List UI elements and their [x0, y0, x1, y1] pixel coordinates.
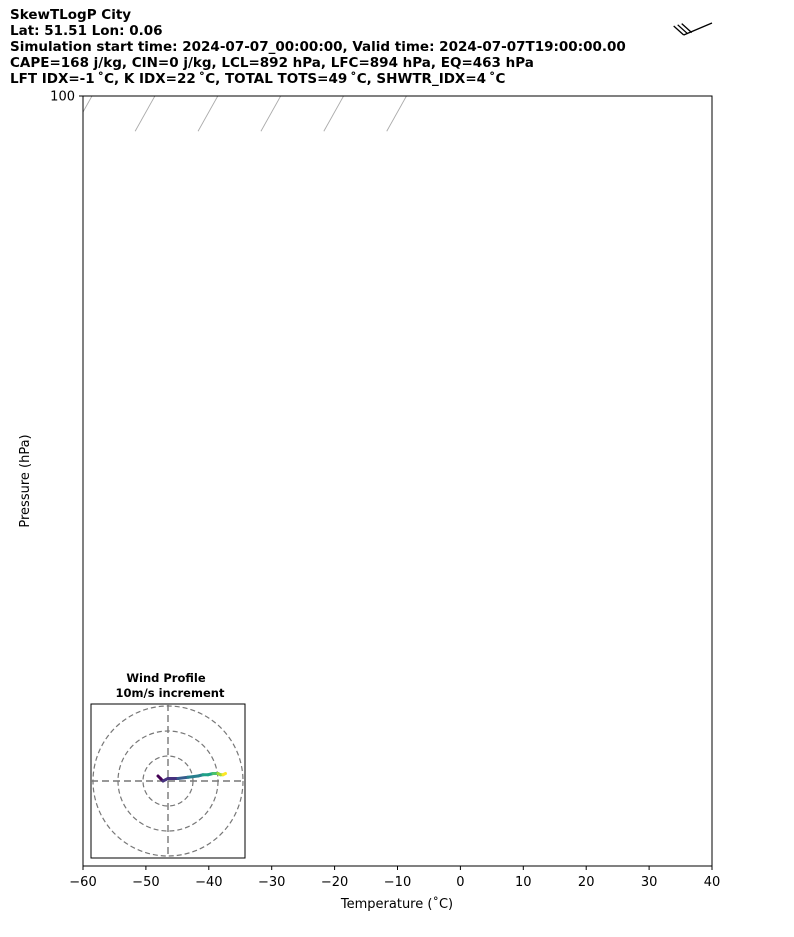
dry-adiabat: [0, 0, 366, 96]
parcel-line: [0, 0, 580, 96]
isotherm-line: [0, 0, 227, 131]
x-tick-label: −10: [384, 875, 411, 890]
dry-adiabat: [0, 0, 749, 96]
isotherm-line: [0, 0, 101, 131]
dry-adiabat: [0, 0, 794, 96]
dry-adiabat: [0, 0, 794, 96]
isotherm-line: [0, 0, 38, 131]
dry-adiabat: [0, 0, 685, 96]
dry-adiabat: [0, 0, 794, 96]
x-tick-label: 40: [704, 875, 721, 890]
x-tick-label: −50: [132, 875, 159, 890]
isotherm-line: [0, 0, 415, 131]
isotherm-line: [0, 0, 352, 131]
dry-adiabat: [0, 0, 794, 96]
dry-adiabat: [0, 0, 494, 96]
temperature-line: [0, 0, 580, 96]
moist-adiabat: [0, 0, 344, 96]
cape-shaded-area: [0, 0, 225, 93]
moist-adiabat: [0, 0, 658, 96]
x-tick-label: −30: [258, 875, 285, 890]
moist-adiabat: [0, 0, 470, 96]
dry-adiabat: [0, 0, 794, 96]
isotherm-line: [323, 96, 345, 132]
moist-adiabat: [0, 0, 595, 96]
moist-adiabat: [0, 0, 721, 96]
x-tick-label: 0: [456, 875, 464, 890]
axes: −60−50−40−30−20−100102030401000900800700…: [50, 90, 721, 891]
moist-adiabat: [0, 0, 407, 96]
moist-adiabat: [0, 0, 627, 96]
isotherm-line: [260, 96, 282, 132]
wind-barbs: [673, 22, 713, 36]
wind-barb-flag: [673, 25, 685, 36]
indices-line: LFT IDX=-1 ˚C, K IDX=22 ˚C, TOTAL TOTS=4…: [10, 71, 506, 87]
x-tick-label: 30: [641, 875, 658, 890]
x-tick-label: 10: [515, 875, 532, 890]
moist-adiabat: [0, 0, 690, 96]
dry-adiabat: [0, 0, 794, 96]
hodograph-segment: [221, 772, 227, 777]
dry-adiabat: [0, 0, 794, 96]
dry-adiabat: [0, 0, 794, 96]
moist-adiabat: [0, 0, 501, 96]
location-line: Lat: 51.51 Lon: 0.06: [10, 23, 163, 39]
hodograph-segment: [176, 775, 190, 780]
dry-adiabat: [0, 0, 794, 96]
wind-barb-staff: [683, 22, 713, 36]
wind-barb: [673, 22, 713, 36]
time-line: Simulation start time: 2024-07-07_00:00:…: [10, 39, 626, 55]
dry-adiabat: [0, 0, 794, 96]
wind-barb-flag: [677, 24, 689, 35]
dry-adiabat: [0, 0, 794, 96]
moist-adiabat: [0, 0, 532, 96]
chart-header: SkewTLogP City Lat: 51.51 Lon: 0.06 Simu…: [10, 7, 626, 87]
x-tick-label: −20: [321, 875, 348, 890]
dry-adiabat: [0, 0, 794, 96]
dry-adiabat: [0, 0, 794, 96]
isotherm-line: [83, 96, 93, 113]
isotherm-line: [9, 0, 478, 131]
hodograph-segment: [186, 774, 200, 779]
dry-adiabat: [0, 0, 794, 96]
dry-adiabat: [0, 0, 621, 96]
x-tick-label: 20: [578, 875, 595, 890]
isotherm-line: [386, 96, 407, 132]
isotherm-line: [134, 96, 156, 132]
dry-adiabat: [0, 0, 794, 96]
cape-line: CAPE=168 j/kg, CIN=0 j/kg, LCL=892 hPa, …: [10, 55, 534, 71]
x-tick-label: −40: [195, 875, 222, 890]
moist-adiabat: [0, 0, 281, 96]
moist-adiabat: [0, 0, 564, 96]
dewpoint-line: [0, 0, 533, 96]
inset-title: Wind Profile: [126, 671, 206, 685]
wind-profile-inset: Wind Profile 10m/s increment: [90, 671, 246, 859]
isotherm-line: [197, 96, 219, 132]
background-lines: [0, 0, 794, 132]
dry-adiabat: [0, 0, 302, 96]
dry-adiabat: [0, 0, 794, 96]
wind-barb-flag: [681, 23, 693, 34]
shaded-areas: [0, 0, 519, 93]
dry-adiabat: [0, 0, 794, 96]
mixing-ratio-line: [0, 0, 300, 96]
dry-adiabat: [0, 0, 430, 96]
dry-adiabat: [0, 0, 794, 96]
x-axis-label: Temperature (˚C): [340, 896, 453, 912]
x-tick-label: −60: [69, 875, 96, 890]
y-tick-label: 100: [50, 90, 75, 105]
profile-lines: [0, 0, 580, 96]
dry-adiabat: [0, 0, 239, 96]
mixing-ratio-line: [0, 0, 366, 96]
y-axis-label: Pressure (hPa): [18, 434, 33, 527]
dry-adiabat: [0, 0, 794, 96]
inset-subtitle: 10m/s increment: [116, 686, 225, 700]
isotherm-line: [0, 0, 164, 131]
dry-adiabat: [0, 0, 557, 96]
chart-title: SkewTLogP City: [10, 7, 132, 23]
isotherm-line: [0, 0, 290, 131]
